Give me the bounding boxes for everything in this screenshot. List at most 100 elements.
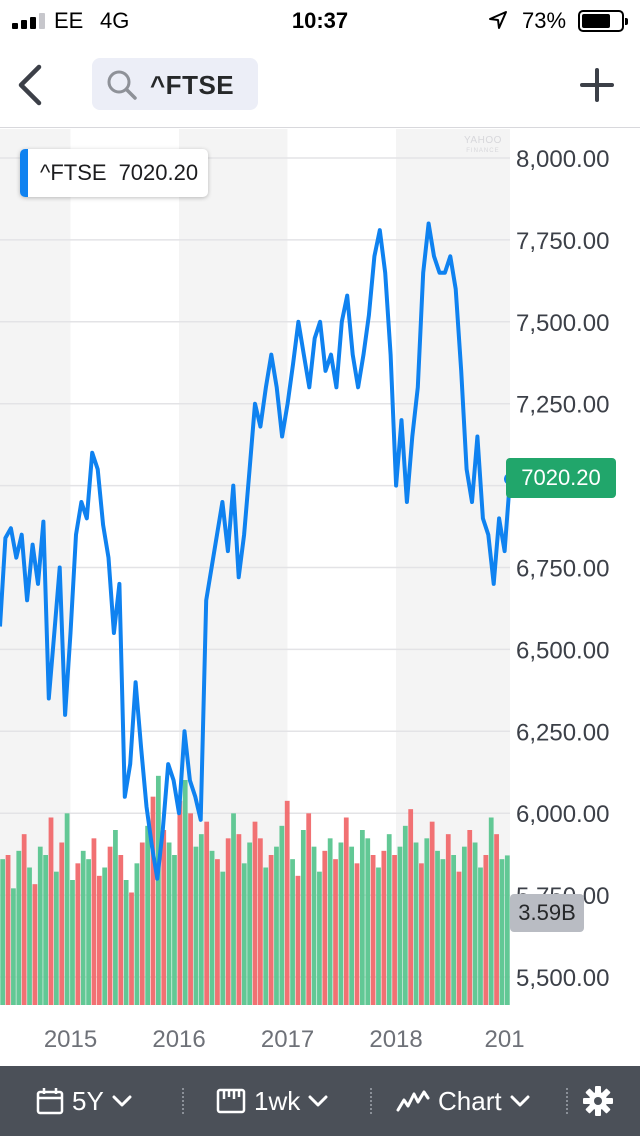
price-chart[interactable]: 8,000.007,750.007,500.007,250.007,000.00… (0, 129, 640, 1065)
volume-bar (290, 859, 295, 1005)
volume-bar (209, 850, 215, 1005)
x-axis-tick-label: 2017 (261, 1026, 314, 1053)
volume-bar (419, 863, 424, 1005)
volume-bar (16, 850, 22, 1005)
volume-bar (359, 830, 365, 1005)
y-axis-tick-label: 6,500.00 (516, 637, 609, 664)
chart-type-selector[interactable]: Chart (396, 1066, 530, 1136)
volume-bar (381, 850, 387, 1005)
volume-bar (27, 867, 32, 1005)
volume-bar (225, 838, 231, 1005)
volume-bar (376, 867, 381, 1005)
x-axis-tick-label: 2016 (152, 1026, 205, 1053)
status-time: 10:37 (291, 8, 349, 33)
volume-bar (263, 867, 269, 1005)
volume-bar (440, 859, 446, 1005)
volume-bar (408, 809, 414, 1005)
volume-bar (402, 825, 408, 1005)
legend-value: 7020.20 (118, 160, 199, 185)
volume-bar (252, 821, 258, 1005)
range-selector[interactable]: 5Y (36, 1066, 132, 1136)
volume-bar (139, 842, 145, 1005)
gear-icon (583, 1086, 613, 1116)
plus-icon (580, 68, 614, 102)
volume-bar (70, 880, 75, 1005)
back-button[interactable] (8, 60, 52, 110)
volume-bar (370, 855, 376, 1005)
volume-bar (155, 775, 161, 1005)
volume-bar (37, 846, 43, 1005)
volume-bar (5, 855, 11, 1005)
add-symbol-button[interactable] (574, 62, 620, 108)
y-axis-tick-label: 6,250.00 (516, 719, 609, 746)
volume-bar (198, 834, 204, 1005)
chart-settings-button[interactable] (582, 1066, 614, 1136)
volume-bar (43, 855, 49, 1005)
chevron-left-icon (18, 64, 42, 106)
x-axis-tick-label: 2018 (369, 1026, 422, 1053)
volume-bar (32, 884, 38, 1005)
volume-bar (429, 821, 435, 1005)
volume-bar (145, 825, 151, 1005)
volume-bar (247, 842, 253, 1005)
volume-bar (236, 834, 242, 1005)
x-axis-tick-label: 2015 (44, 1026, 97, 1053)
volume-bar (295, 875, 301, 1005)
volume-bar (231, 813, 236, 1005)
volume-bar (193, 846, 199, 1005)
y-axis-tick-label: 7,500.00 (516, 310, 609, 337)
volume-bar (204, 821, 210, 1005)
calendar-icon (36, 1088, 64, 1115)
volume-bar (284, 800, 290, 1005)
volume-bar (220, 871, 226, 1005)
series-legend-chip[interactable]: ^FTSE 7020.20 (20, 149, 209, 197)
volume-bar (354, 863, 360, 1005)
volume-bar (306, 813, 312, 1005)
status-bar: EE 4G 10:37 73% (0, 0, 640, 40)
volume-bar (300, 830, 306, 1005)
chevron-down-icon (308, 1095, 328, 1107)
volume-bar (107, 846, 113, 1005)
volume-bar (322, 850, 328, 1005)
toolbar-divider (370, 1088, 372, 1114)
volume-bar (188, 813, 193, 1005)
volume-bar (424, 838, 430, 1005)
volume-bar (327, 838, 333, 1005)
volume-bar (456, 871, 462, 1005)
battery-icon (578, 10, 628, 32)
volume-badge: 3.59B (510, 894, 584, 932)
symbol-search-field[interactable]: ^FTSE (92, 58, 258, 110)
volume-bar (413, 842, 419, 1005)
current-price-badge: 7020.20 (506, 458, 616, 498)
volume-bar (499, 859, 505, 1005)
toolbar-divider (182, 1088, 184, 1114)
volume-bar (494, 834, 499, 1005)
volume-bar (53, 871, 59, 1005)
volume-bar (21, 834, 27, 1005)
volume-bar (392, 855, 397, 1005)
volume-bar (0, 859, 6, 1005)
volume-bar (257, 838, 263, 1005)
volume-bar (118, 855, 124, 1005)
volume-bar (91, 838, 97, 1005)
y-axis-tick-label: 7,750.00 (516, 228, 609, 255)
price-series-line (0, 221, 512, 881)
battery-level-fill (582, 14, 610, 28)
y-axis-tick-label: 8,000.00 (516, 146, 609, 173)
search-icon (107, 70, 137, 100)
volume-bar (451, 855, 457, 1005)
volume-bar (504, 855, 510, 1005)
interval-selector[interactable]: 1wk (216, 1066, 328, 1136)
volume-bar (461, 846, 467, 1005)
battery-percent: 73% (522, 8, 567, 33)
volume-bar (150, 796, 156, 1005)
volume-bar (435, 850, 440, 1005)
chart-canvas[interactable]: 8,000.007,750.007,500.007,250.007,000.00… (0, 129, 640, 1065)
volume-bar (268, 855, 274, 1005)
volume-bar (386, 834, 392, 1005)
range-label: 5Y (72, 1085, 104, 1116)
volume-bar (241, 863, 247, 1005)
navigation-bar: ^FTSE (0, 40, 640, 128)
volume-bar (59, 842, 65, 1005)
volume-bar (64, 813, 70, 1005)
